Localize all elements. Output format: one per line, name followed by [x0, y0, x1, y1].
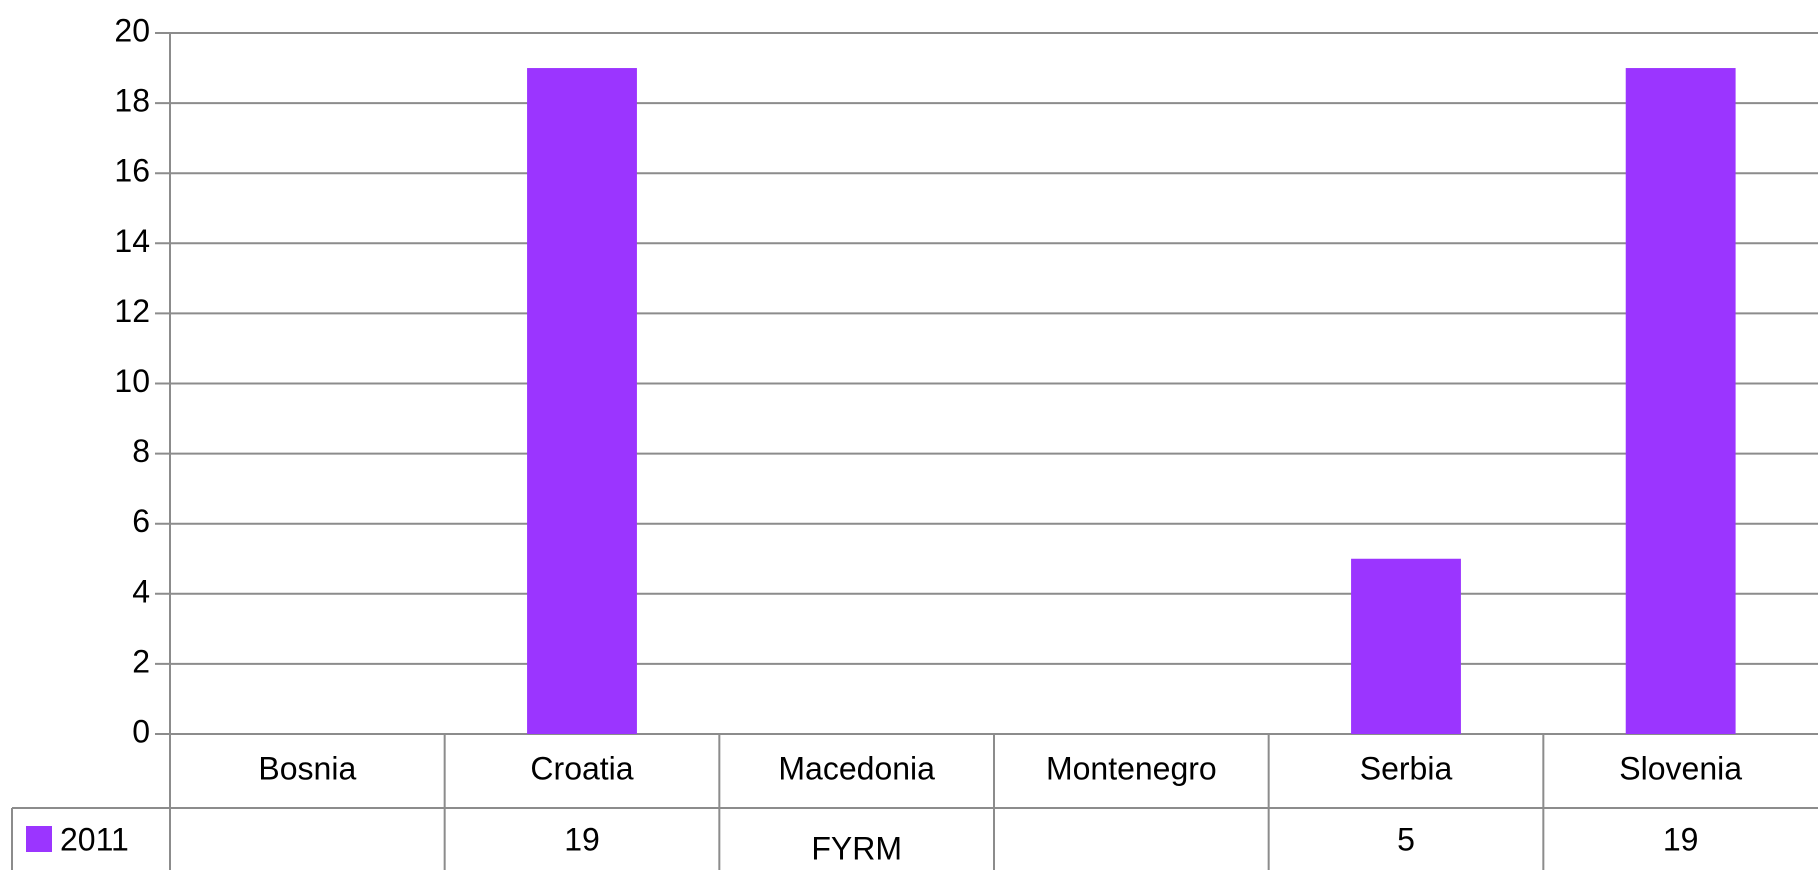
- bar-slovenia: [1625, 68, 1736, 735]
- category-label-macedonia: Macedonia: [778, 750, 935, 786]
- table-cell-slovenia: 19: [1663, 821, 1699, 857]
- y-tick-label: 0: [132, 713, 150, 749]
- category-label-serbia: Serbia: [1360, 750, 1453, 786]
- legend-label-2011: 2011: [60, 821, 129, 857]
- category-label-montenegro: Montenegro: [1046, 750, 1217, 786]
- y-tick-label: 12: [114, 293, 150, 329]
- y-tick-label: 8: [132, 433, 150, 469]
- gridlines: [155, 32, 1818, 870]
- category-label-slovenia: Slovenia: [1619, 750, 1742, 786]
- legend-swatch-2011: [26, 826, 52, 852]
- data-table: Bosnia Croatia Macedonia Montenegro Serbia Sl…: [11, 734, 1818, 870]
- y-tick-label: 14: [114, 223, 150, 259]
- category-label-croatia: Croatia: [530, 750, 633, 786]
- bar-serbia: [1351, 558, 1461, 734]
- table-cell-croatia: 19: [564, 821, 600, 857]
- y-axis-tick-labels: 0 2 4 6 8 10 12 14 16 18 20: [114, 12, 150, 749]
- y-tick-label: 4: [132, 573, 150, 609]
- y-tick-label: 16: [114, 153, 150, 189]
- y-tick-label: 6: [132, 503, 150, 539]
- bar-croatia: [527, 68, 637, 735]
- bars: [527, 68, 1736, 735]
- y-tick-label: 18: [114, 83, 150, 119]
- category-label-bosnia: Bosnia: [258, 750, 356, 786]
- y-tick-label: 10: [114, 363, 150, 399]
- y-tick-label: 20: [114, 12, 150, 48]
- table-cell-macedonia: FYRM: [811, 830, 902, 866]
- table-cell-serbia: 5: [1397, 821, 1415, 857]
- y-tick-label: 2: [132, 643, 150, 679]
